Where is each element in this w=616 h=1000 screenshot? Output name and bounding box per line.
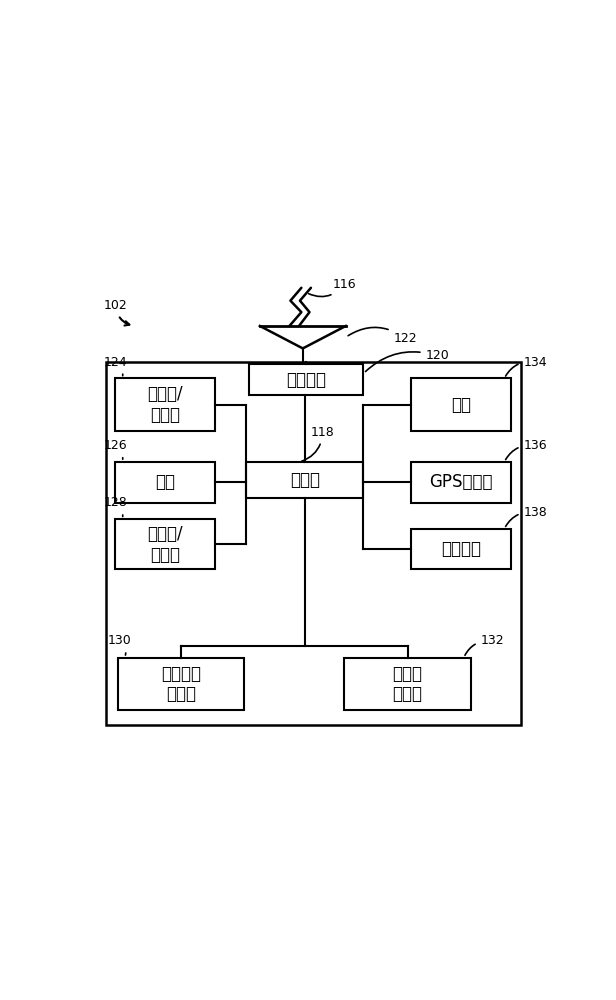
Bar: [246, 462, 363, 498]
Text: 可移除
存储器: 可移除 存储器: [392, 665, 423, 703]
Text: 134: 134: [506, 356, 547, 376]
Bar: [118, 658, 244, 710]
Text: 124: 124: [103, 356, 127, 376]
Text: 外围设备: 外围设备: [441, 540, 481, 558]
Text: 132: 132: [465, 634, 504, 655]
Text: 处理器: 处理器: [290, 471, 320, 489]
Text: 键盘: 键盘: [155, 473, 176, 491]
Bar: [115, 378, 216, 431]
Text: 不可移除
存储器: 不可移除 存储器: [161, 665, 201, 703]
Text: 118: 118: [302, 426, 334, 461]
Text: GPS芯片组: GPS芯片组: [429, 473, 493, 491]
Text: 136: 136: [506, 439, 547, 460]
Text: 电源: 电源: [452, 396, 471, 414]
Bar: [115, 519, 216, 569]
Text: 扬声器/
麦克风: 扬声器/ 麦克风: [147, 385, 183, 424]
Text: 显示屏/
触摸板: 显示屏/ 触摸板: [147, 525, 183, 564]
Bar: [106, 362, 521, 725]
Bar: [411, 462, 511, 503]
Text: 128: 128: [103, 496, 127, 517]
Text: 116: 116: [309, 278, 356, 297]
Bar: [411, 529, 511, 569]
Bar: [344, 658, 471, 710]
Text: 收发信机: 收发信机: [286, 371, 326, 389]
Text: 126: 126: [103, 439, 127, 459]
Bar: [249, 364, 363, 395]
Text: 130: 130: [108, 634, 132, 655]
Bar: [411, 378, 511, 431]
Text: 102: 102: [103, 299, 129, 326]
Text: 120: 120: [365, 349, 449, 372]
Bar: [115, 462, 216, 503]
Text: 138: 138: [506, 506, 547, 526]
Text: 122: 122: [348, 327, 417, 345]
